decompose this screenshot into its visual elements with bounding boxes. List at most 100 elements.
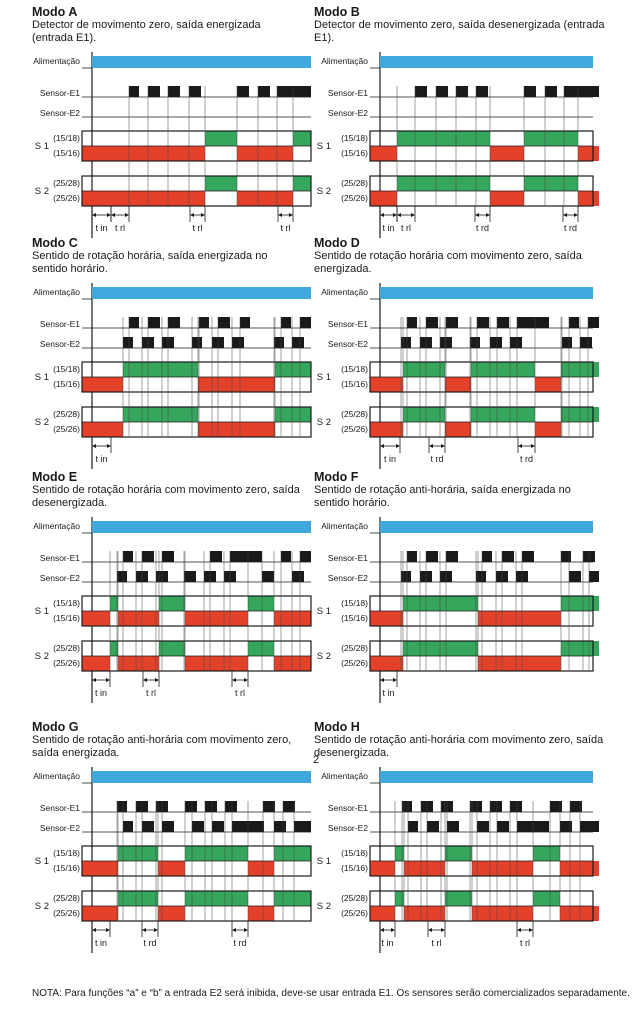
mode-description: Sentido de rotação horária com movimento… <box>314 250 582 275</box>
relay-red-segment <box>490 191 524 206</box>
label-contact-2528: (25/28) <box>341 178 368 188</box>
sensor-e2-pulse <box>477 821 489 832</box>
sensor-e2-pulse <box>212 821 224 832</box>
label-contact-2528: (25/28) <box>53 409 80 419</box>
arrowhead-left-icon <box>143 678 147 682</box>
relay-red-segment <box>535 422 561 437</box>
arrowhead-left-icon <box>380 444 384 448</box>
power-bar <box>92 287 311 299</box>
sensor-e1-pulse <box>456 86 468 97</box>
timing-label: t rd <box>520 454 533 464</box>
label-sensor-e2: Sensor-E2 <box>328 573 368 583</box>
sensor-e1-pulse <box>402 801 412 812</box>
label-contact-1518: (15/18) <box>341 364 368 374</box>
label-contact-2528: (25/28) <box>53 893 80 903</box>
relay-red-segment <box>370 191 397 206</box>
relay-green-segment <box>395 846 404 861</box>
arrowhead-left-icon <box>380 678 384 682</box>
relay-green-segment <box>118 846 158 861</box>
arrowhead-right-icon <box>107 213 111 217</box>
relay-green-segment <box>185 891 248 906</box>
timing-label: t rl <box>193 223 203 233</box>
arrowhead-right-icon <box>441 444 445 448</box>
relay-red-segment <box>370 906 395 921</box>
label-power: Alimentação <box>321 521 368 531</box>
mode-title: Modo D <box>314 236 360 250</box>
label-contact-2528: (25/28) <box>341 893 368 903</box>
timing-label: t rd <box>233 938 246 948</box>
sensor-e1-pulse <box>117 801 127 812</box>
relay-red-segment <box>198 422 275 437</box>
timing-label: t rl <box>115 223 125 233</box>
timing-diagram: Alimentação Sensor-E1 Sensor-E2 S 1 (15/18) (… <box>33 283 312 469</box>
sensor-e2-pulse <box>580 337 592 348</box>
label-contact-2528: (25/28) <box>53 178 80 188</box>
label-contact-1516: (15/16) <box>341 613 368 623</box>
relay-red-segment <box>370 656 403 671</box>
sensor-e1-pulse <box>162 551 174 562</box>
arrowhead-right-icon <box>486 213 490 217</box>
relay-green-segment <box>274 846 311 861</box>
timing-label: t rd <box>430 454 443 464</box>
sensor-e2-pulse <box>262 571 274 582</box>
relay-green-segment <box>471 362 535 377</box>
arrowhead-right-icon <box>393 213 397 217</box>
label-s2: S 2 <box>317 651 331 662</box>
relay-red-segment <box>185 656 248 671</box>
relay-red-segment <box>82 906 118 921</box>
label-contact-2528: (25/28) <box>341 409 368 419</box>
sensor-e1-pulse <box>524 86 536 97</box>
timing-label: t in <box>381 938 393 948</box>
relay-red-segment <box>274 656 311 671</box>
arrowhead-right-icon <box>529 928 533 932</box>
relay-green-segment <box>403 407 445 422</box>
label-s2: S 2 <box>35 901 49 912</box>
label-contact-1516: (15/16) <box>53 863 80 873</box>
arrowhead-left-icon <box>428 928 432 932</box>
sensor-e1-pulse <box>415 86 427 97</box>
relay-green-segment <box>118 891 158 906</box>
relay-green-segment <box>159 641 185 656</box>
sensor-e1-pulse <box>570 801 582 812</box>
relay-green-segment <box>524 176 578 191</box>
relay-red-segment <box>478 656 561 671</box>
timing-label: t in <box>382 688 394 698</box>
arrowhead-right-icon <box>107 444 111 448</box>
sensor-e1-pulse <box>148 317 160 328</box>
arrowhead-left-icon <box>190 213 194 217</box>
label-contact-2526: (25/26) <box>341 193 368 203</box>
timing-label: t in <box>95 223 107 233</box>
relay-red-segment <box>248 906 274 921</box>
arrowhead-right-icon <box>393 678 397 682</box>
label-s2: S 2 <box>35 186 49 197</box>
sensor-e1-pulse <box>426 317 438 328</box>
sensor-e2-pulse <box>476 571 486 582</box>
sensor-e2-pulse <box>401 337 411 348</box>
relay-green-segment <box>293 131 311 146</box>
arrowhead-left-icon <box>92 444 96 448</box>
relay-green-segment <box>123 362 198 377</box>
mode-description: Sentido de rotação anti-horária com movi… <box>32 734 292 759</box>
arrowhead-left-icon <box>232 678 236 682</box>
relay-red-segment <box>578 191 599 206</box>
sensor-e1-pulse <box>240 317 250 328</box>
arrowhead-right-icon <box>289 213 293 217</box>
label-contact-1518: (15/18) <box>53 133 80 143</box>
relay-red-segment <box>370 146 397 161</box>
arrowhead-left-icon <box>380 213 384 217</box>
sensor-e1-pulse <box>446 317 458 328</box>
sensor-e1-pulse <box>300 317 311 328</box>
label-contact-2526: (25/26) <box>53 424 80 434</box>
arrowhead-right-icon <box>106 678 110 682</box>
sensor-e1-pulse <box>545 86 557 97</box>
arrowhead-left-icon <box>475 213 479 217</box>
timing-label: t in <box>95 938 107 948</box>
relay-red-segment <box>237 146 293 161</box>
relay-red-segment <box>82 611 110 626</box>
label-contact-1516: (15/16) <box>341 379 368 389</box>
label-contact-1518: (15/18) <box>341 598 368 608</box>
sensor-e1-pulse <box>277 86 311 97</box>
label-power: Alimentação <box>321 287 368 297</box>
label-s2: S 2 <box>317 186 331 197</box>
label-sensor-e1: Sensor-E1 <box>40 553 80 563</box>
